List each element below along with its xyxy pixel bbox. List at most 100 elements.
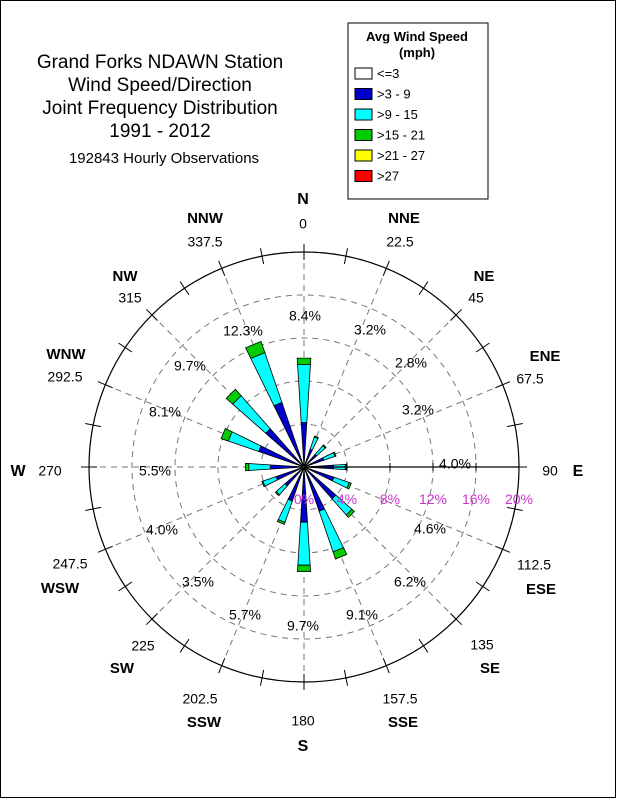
legend-label: >15 - 21 (377, 128, 425, 143)
compass-label: NE (474, 268, 495, 285)
outer-tick (418, 638, 429, 653)
compass-label: SSW (187, 714, 222, 731)
wind-bar-segment (314, 445, 326, 457)
outer-tick (260, 669, 265, 686)
wind-bar-segment (309, 436, 319, 451)
legend-label: <=3 (377, 66, 399, 81)
direction-percent-label: 3.2% (354, 322, 386, 338)
wind-bar-segment (269, 464, 303, 470)
outer-tick (475, 342, 490, 353)
legend-items: <=3 >3 - 9 >9 - 15 >15 - 21 >21 - 27 >27 (354, 66, 425, 184)
wind-bar-segment (332, 547, 348, 560)
degree-label: 247.5 (52, 556, 87, 572)
legend-title-line-1: Avg Wind Speed (366, 29, 468, 44)
direction-percent-label: 3.2% (402, 402, 434, 418)
wind-bar-segment (248, 463, 271, 471)
outer-tick (85, 506, 102, 511)
outer-tick (382, 260, 390, 276)
legend-swatch (354, 170, 373, 182)
scale-label: 20% (505, 491, 533, 507)
wind-bar-segment (318, 508, 345, 553)
wind-bar-segment (232, 395, 271, 434)
outer-tick (218, 260, 226, 276)
degree-label: 112.5 (517, 557, 551, 573)
degree-label: 0 (299, 216, 307, 232)
legend-swatch (354, 129, 373, 141)
direction-percent-label: 8.1% (149, 404, 181, 420)
wind-bar-segment (322, 452, 336, 461)
degree-label: 315 (118, 290, 142, 306)
legend-label: >9 - 15 (377, 107, 418, 122)
wind-bar-segment (227, 431, 262, 453)
wind-bar-segment (345, 508, 355, 518)
grid-spoke (303, 384, 503, 468)
outer-tick (260, 248, 265, 265)
degree-label: 292.5 (47, 369, 82, 385)
direction-percent-label: 12.3% (223, 323, 263, 339)
compass-label: NNW (187, 210, 224, 227)
degree-label: 90 (542, 463, 558, 479)
chart-title-line-1: Grand Forks NDAWN Station (37, 52, 283, 73)
direction-percent-label: 2.8% (395, 355, 427, 371)
direction-percent-label: 6.2% (394, 574, 426, 590)
wind-bar-segment (331, 476, 350, 489)
direction-percent-label: 5.5% (139, 463, 171, 479)
scale-label: 12% (419, 491, 447, 507)
degree-label: 67.5 (516, 371, 543, 387)
degree-label: 45 (468, 290, 484, 306)
outer-tick (118, 342, 133, 353)
compass-label: SW (110, 660, 135, 677)
degree-label: 135 (470, 637, 494, 653)
degree-label: 180 (291, 713, 315, 729)
direction-percent-label: 9.7% (174, 358, 206, 374)
compass-label: SSE (388, 714, 418, 731)
outer-tick (118, 581, 133, 592)
legend-swatch (354, 149, 373, 162)
degree-label: 157.5 (382, 691, 417, 707)
wind-bar-segment (261, 480, 266, 488)
compass-label: N (297, 191, 309, 208)
scale-label: 4% (337, 491, 357, 507)
outer-tick (179, 281, 190, 296)
outer-tick (506, 423, 523, 428)
wind-bar-segment (297, 521, 311, 566)
compass-label: NW (113, 268, 139, 285)
wind-bar-segment (297, 364, 311, 423)
wind-bar-segment (225, 388, 242, 405)
outer-tick (450, 308, 463, 321)
outer-tick (495, 381, 511, 389)
legend-label: >21 - 27 (377, 148, 425, 163)
outer-tick (495, 545, 511, 553)
wind-bar-segment (313, 435, 319, 440)
direction-percent-label: 4.6% (414, 521, 446, 537)
wind-bar-segment (322, 444, 327, 449)
degree-label: 225 (131, 638, 155, 654)
grid-spoke (303, 268, 387, 468)
compass-label: ESE (526, 581, 556, 598)
direction-percent-label: 5.7% (229, 607, 261, 623)
direction-labels: 0 N 8.4% 22.5 NNE 3.2% 45 NE 2.8% 67.5 ENE 3.2% 90 E 4… (10, 191, 583, 755)
direction-percent-label: 9.1% (346, 607, 378, 623)
outer-tick (343, 248, 348, 265)
outer-tick (418, 281, 429, 296)
compass-label: WNW (46, 346, 86, 363)
degree-label: 22.5 (386, 234, 413, 250)
outer-tick (179, 638, 190, 653)
outer-tick (85, 423, 102, 428)
legend-swatch (354, 88, 373, 100)
compass-label: ENE (530, 348, 561, 365)
direction-percent-label: 9.7% (287, 618, 319, 634)
direction-percent-label: 8.4% (289, 308, 321, 324)
compass-label: WSW (41, 580, 80, 597)
legend-label: >3 - 9 (377, 87, 411, 102)
observations-count: 192843 Hourly Observations (69, 150, 259, 167)
degree-label: 270 (38, 463, 62, 479)
legend-swatch (354, 108, 373, 121)
outer-tick (382, 658, 390, 674)
direction-percent-label: 3.5% (182, 574, 214, 590)
wind-bar-segment (262, 476, 278, 487)
direction-percent-label: 4.0% (146, 522, 178, 538)
outer-tick (343, 669, 348, 686)
compass-label: NNE (388, 210, 420, 227)
